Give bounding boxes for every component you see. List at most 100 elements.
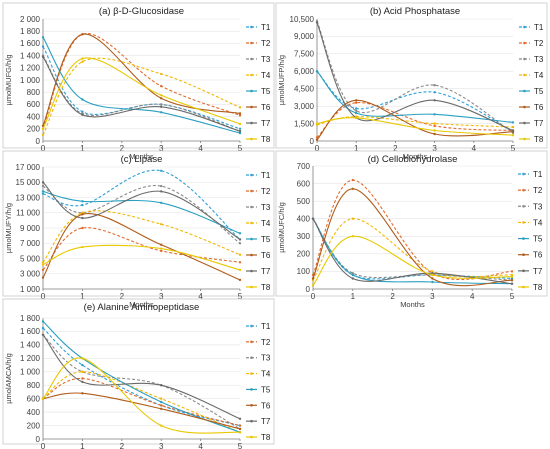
data-point-t7 xyxy=(238,238,242,241)
legend-marker-t2 xyxy=(523,41,526,45)
y-tick-label: 600 xyxy=(27,100,41,109)
data-point-t2 xyxy=(238,114,242,117)
data-point-t8 xyxy=(311,284,315,287)
chart-panel-2: (b) Acid Phosphatase 0 1,500 3,000 4,500 6,00… xyxy=(275,2,548,161)
data-point-t5 xyxy=(160,111,163,114)
data-point-t6 xyxy=(355,99,358,102)
data-point-t5 xyxy=(238,232,242,235)
legend-label-t3: T3 xyxy=(534,55,544,64)
data-point-t4 xyxy=(311,279,315,282)
x-tick-label: 0 xyxy=(41,442,46,449)
legend-marker-t8 xyxy=(250,137,253,141)
legend-marker-t5 xyxy=(250,388,253,391)
y-tick-label: 17 000 xyxy=(16,163,41,172)
legend-marker-t8 xyxy=(523,137,526,141)
y-tick-label: 200 xyxy=(27,421,41,430)
y-tick-label: 400 xyxy=(297,215,311,224)
y-tick-label: 11 000 xyxy=(16,209,40,218)
y-tick-label: 0 xyxy=(306,285,311,294)
y-tick-label: 1 200 xyxy=(20,354,41,363)
data-point-t8 xyxy=(41,127,45,130)
data-point-t1 xyxy=(81,363,84,367)
legend-label-t3: T3 xyxy=(261,203,271,212)
panel-border xyxy=(2,2,275,149)
x-tick-label: 4 xyxy=(470,292,475,301)
data-point-t8 xyxy=(81,357,84,360)
legend-label-t4: T4 xyxy=(261,219,271,228)
data-point-t8 xyxy=(81,245,84,249)
data-point-t5 xyxy=(431,280,434,284)
data-point-t3 xyxy=(238,242,242,245)
data-point-t8 xyxy=(433,129,436,132)
data-point-t5 xyxy=(351,273,354,277)
data-point-t6 xyxy=(81,213,84,216)
x-tick-label: 5 xyxy=(238,292,243,301)
legend-label-t5: T5 xyxy=(534,87,544,96)
y-tick-label: 1 200 xyxy=(20,64,41,73)
legend-label-t4: T4 xyxy=(261,370,271,379)
legend-marker-t5 xyxy=(250,237,253,241)
legend-label-t2: T2 xyxy=(261,338,271,347)
data-point-t2 xyxy=(238,424,242,427)
data-point-t6 xyxy=(311,277,315,280)
y-tick-label: 15 000 xyxy=(16,178,41,187)
data-point-t5 xyxy=(41,36,45,39)
legend-label-t2: T2 xyxy=(261,39,271,48)
data-point-t8 xyxy=(511,134,515,137)
y-tick-label: 1 600 xyxy=(20,327,41,336)
chart-title: (b) Acid Phosphatase xyxy=(370,6,460,17)
x-tick-label: 5 xyxy=(510,292,515,301)
series-line-t1 xyxy=(42,327,241,427)
chart-panel-1: (a) β-D-Glucosidase 0 200 400 600 800 1 000 1 2… xyxy=(2,2,275,161)
legend-label-t5: T5 xyxy=(261,87,271,96)
legend-label-t1: T1 xyxy=(534,23,544,32)
x-tick-label: 5 xyxy=(511,144,516,153)
y-axis-label: µmolMUFC/h/g xyxy=(277,202,286,253)
chart-title: (a) β-D-Glucosidase xyxy=(99,6,184,17)
series-line-t1 xyxy=(312,218,513,280)
data-point-t8 xyxy=(160,94,163,97)
data-point-t7 xyxy=(81,216,84,220)
legend-label-t3: T3 xyxy=(533,202,543,211)
legend-label-t1: T1 xyxy=(261,171,271,180)
data-point-t7 xyxy=(315,21,319,24)
chart-panel-5: (e) Alanine Aminopeptidase 0 200 400 600 800 1… xyxy=(2,298,275,449)
series-line-t6 xyxy=(42,212,241,281)
y-tick-label: 1 000 xyxy=(20,285,41,294)
data-point-t7 xyxy=(238,130,242,133)
series-line-t1 xyxy=(316,70,514,133)
legend-label-t8: T8 xyxy=(261,135,271,144)
series-line-t8 xyxy=(312,235,513,286)
data-point-t6 xyxy=(431,277,434,280)
legend-label-t4: T4 xyxy=(533,218,543,227)
legend-marker-t1 xyxy=(250,25,253,29)
y-tick-label: 1 800 xyxy=(20,27,41,36)
data-point-t7 xyxy=(511,129,515,132)
data-point-t4 xyxy=(431,270,434,273)
data-point-t4 xyxy=(41,261,45,264)
series-line-t3 xyxy=(42,334,241,430)
data-point-t7 xyxy=(81,113,84,117)
data-point-t6 xyxy=(238,112,242,115)
legend-marker-t6 xyxy=(250,105,253,109)
data-point-t8 xyxy=(41,263,45,266)
x-tick-label: 3 xyxy=(432,144,437,153)
data-point-t4 xyxy=(511,125,515,129)
legend-label-t5: T5 xyxy=(533,235,543,244)
y-tick-label: 5 000 xyxy=(20,254,41,263)
data-point-t6 xyxy=(238,278,242,282)
y-tick-label: 3 000 xyxy=(20,270,41,279)
data-point-t1 xyxy=(238,127,242,130)
legend-label-t8: T8 xyxy=(533,283,543,292)
data-point-t7 xyxy=(41,55,45,58)
data-point-t7 xyxy=(41,181,45,184)
legend-label-t4: T4 xyxy=(261,71,271,80)
data-point-t8 xyxy=(355,116,358,120)
y-tick-label: 1 000 xyxy=(20,368,41,377)
chart-panel-4: (d) Cellobiohydrolase 0 100 200 300 400 500 600… xyxy=(275,150,548,309)
data-point-t5 xyxy=(41,320,45,323)
chart-title: (d) Cellobiohydrolase xyxy=(368,154,458,165)
data-point-t7 xyxy=(311,217,315,220)
data-point-t2 xyxy=(238,261,242,264)
legend-label-t8: T8 xyxy=(261,283,271,292)
